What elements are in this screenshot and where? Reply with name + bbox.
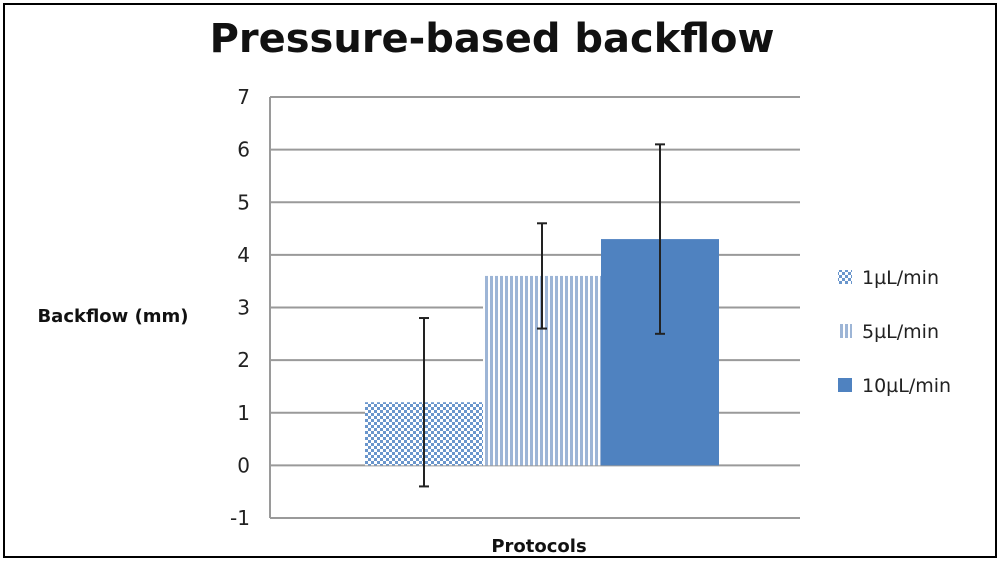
chart-title: Pressure-based backflow	[210, 16, 775, 62]
legend-label-3: 10µL/min	[862, 375, 951, 397]
legend-swatch-2	[838, 324, 852, 338]
legend-label-1: 1µL/min	[862, 267, 939, 289]
legend-swatch-3	[838, 378, 852, 392]
chart-frame: Pressure-based backflow Backflow (mm) Pr…	[3, 3, 997, 558]
chart-svg: Pressure-based backflow Backflow (mm) Pr…	[37, 16, 951, 557]
y-tick-label: 7	[237, 85, 250, 109]
y-tick-label: 6	[237, 138, 250, 162]
y-tick-label: 0	[237, 453, 250, 477]
y-tick-label: 5	[237, 190, 250, 214]
y-tick-label: 2	[237, 348, 250, 372]
y-tick-labels: -1 0 1 2 3 4 5 6 7	[230, 85, 250, 530]
y-tick-label: -1	[230, 506, 250, 530]
legend: 1µL/min 5µL/min 10µL/min	[838, 267, 951, 397]
legend-label-2: 5µL/min	[862, 321, 939, 343]
y-tick-label: 1	[237, 401, 250, 425]
x-axis-label: Protocols	[491, 536, 586, 557]
y-tick-label: 3	[237, 296, 250, 320]
error-bars	[419, 143, 665, 488]
y-axis-label: Backflow (mm)	[37, 306, 188, 327]
legend-swatch-1	[838, 270, 852, 284]
y-tick-label: 4	[237, 243, 250, 267]
